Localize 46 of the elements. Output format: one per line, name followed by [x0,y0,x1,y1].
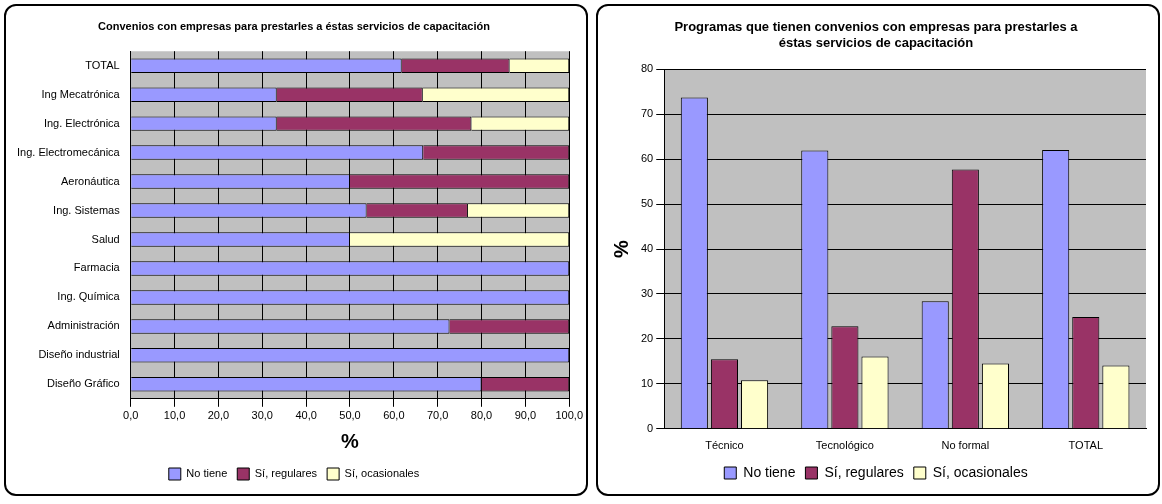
y-tick-label: 20 [640,331,654,344]
x-tick-label: 70,0 [426,409,449,422]
y-tick-label: Ing Mecatrónica [41,87,121,100]
x-tick-label: Tecnológico [815,439,874,452]
legend-label: No tiene [186,467,228,480]
y-tick-label: Ing. Sistemas [53,203,121,216]
y-tick-label: Ing. Electromecánica [17,145,121,158]
x-tick-label: 20,0 [207,409,230,422]
y-tick-label: Ing. Electrónica [43,116,121,129]
y-tick-label: TOTAL [85,58,120,71]
y-tick-label: 70 [640,107,654,120]
x-tick-label: 100,0 [555,409,583,422]
legend-label: Sí, ocasionales [932,463,1028,480]
legend-label: Sí, ocasionales [344,467,420,480]
x-tick-label: 50,0 [339,409,361,422]
y-tick-label: Administración [47,319,120,332]
x-tick-label: 30,0 [251,409,273,422]
y-tick-label: Diseño Gráfico [46,377,120,390]
y-tick-label: 0 [647,421,654,434]
y-tick-label: Farmacia [73,261,121,274]
y-axis-title: % [609,239,632,258]
x-tick-label: 60,0 [383,409,405,422]
x-tick-label: 90,0 [514,409,537,422]
x-tick-label: TOTAL [1068,439,1103,452]
x-tick-label: Técnico [705,439,744,452]
y-tick-label: Aeronáutica [61,174,121,187]
chart-title: Convenios con empresas para prestarles a éstas servicios de capacitación [98,19,491,32]
legend-label: Sí, regulares [824,463,904,480]
legend-label: No tiene [743,463,796,480]
y-tick-label: 10 [640,376,654,389]
x-tick-label: No formal [941,439,990,452]
x-tick-label: 40,0 [295,409,317,422]
y-tick-label: Ing. Química [57,290,121,303]
chart-title: Programas que tienen convenios con empresas para prestarles a éstas servicios de capacitación [674,19,1079,50]
x-axis-title: % [341,429,360,452]
y-tick-label: 80 [640,62,654,75]
x-tick-label: 0,0 [123,409,139,422]
legend-label: Sí, regulares [254,467,318,480]
x-tick-label: 80,0 [470,409,493,422]
x-tick-label: 10,0 [163,409,186,422]
y-tick-label: 30 [640,286,654,299]
y-tick-label: Diseño industrial [38,348,120,361]
y-tick-label: 60 [640,152,654,165]
y-tick-label: 50 [640,197,654,210]
y-tick-label: 40 [640,242,654,255]
y-tick-label: Salud [91,232,120,245]
